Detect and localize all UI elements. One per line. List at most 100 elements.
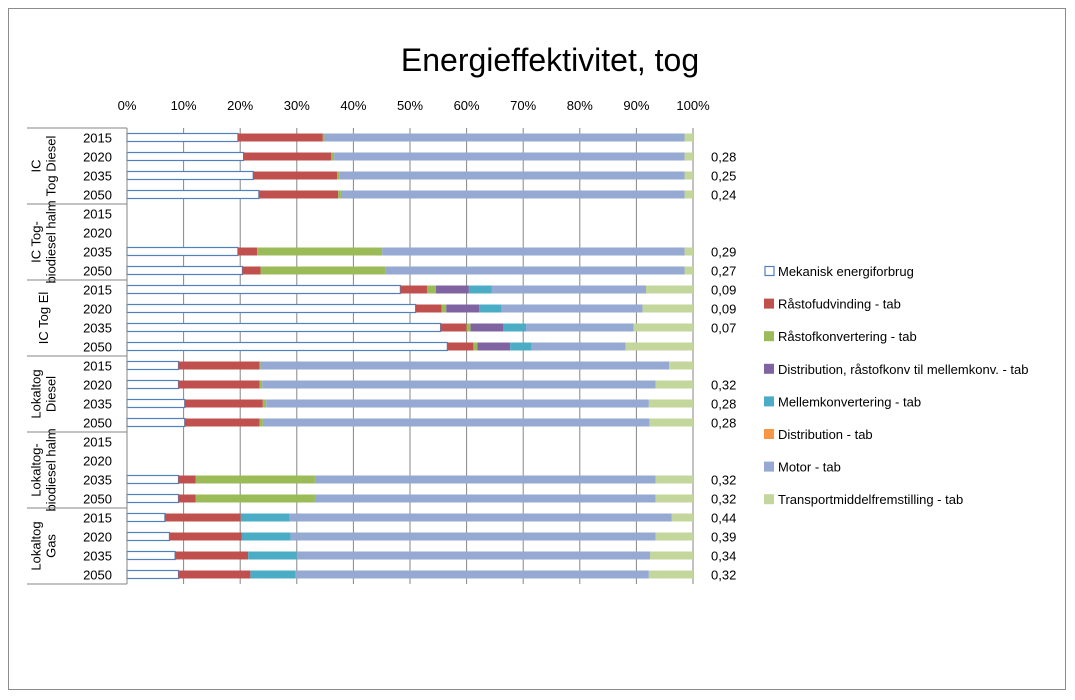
bar-segment bbox=[415, 304, 442, 313]
year-label: 2015 bbox=[83, 283, 112, 298]
bar-segment bbox=[655, 532, 693, 541]
bar-segment bbox=[259, 361, 261, 370]
year-label: 2050 bbox=[83, 416, 112, 431]
bar-segment bbox=[655, 380, 693, 389]
bar-segment bbox=[684, 266, 693, 275]
bar-segment bbox=[241, 532, 291, 541]
bar-segment bbox=[169, 532, 242, 541]
category-axis: ICTog Diesel 2015 2020 2035 2050 IC Tog-biodi… bbox=[27, 127, 128, 585]
bar-segment bbox=[510, 342, 532, 351]
bar-segment bbox=[646, 285, 693, 294]
year-label: 2050 bbox=[83, 568, 112, 583]
x-tick-label: 30% bbox=[284, 98, 310, 113]
value-label: 0,28 bbox=[711, 397, 736, 412]
value-label: 0,34 bbox=[711, 549, 736, 564]
bar-segment bbox=[248, 551, 297, 560]
bar-segment bbox=[243, 152, 332, 161]
value-label: 0,09 bbox=[711, 283, 736, 298]
bar-segment bbox=[296, 551, 650, 560]
bar-segment bbox=[655, 494, 693, 503]
bar-segment bbox=[473, 342, 478, 351]
bar-segment bbox=[441, 304, 447, 313]
bar-segment bbox=[479, 304, 502, 313]
x-tick-label: 0% bbox=[118, 98, 137, 113]
year-label: 2015 bbox=[83, 511, 112, 526]
bars bbox=[126, 132, 693, 580]
bar-segment bbox=[126, 360, 180, 371]
legend-swatch bbox=[764, 265, 775, 277]
year-label: 2015 bbox=[83, 207, 112, 222]
x-tick-label: 20% bbox=[227, 98, 253, 113]
bar-segment bbox=[126, 493, 180, 504]
group-label: LokaltogDiesel bbox=[29, 369, 59, 418]
year-label: 2035 bbox=[83, 473, 112, 488]
bar-segment bbox=[669, 361, 693, 370]
x-tick-labels: 0% 10% 20% 30% 40% 50% 60% 70% 80% 90% 100% bbox=[118, 98, 710, 113]
year-label: 2015 bbox=[83, 435, 112, 450]
legend-swatch bbox=[764, 429, 774, 439]
bar-segment bbox=[468, 285, 492, 294]
bar-segment bbox=[184, 399, 263, 408]
bar-segment bbox=[648, 570, 693, 579]
group-label: IC Tog El bbox=[36, 292, 51, 345]
bar-segment bbox=[126, 474, 180, 485]
value-label: 0,28 bbox=[711, 150, 736, 165]
legend-label: Motor - tab bbox=[778, 460, 841, 475]
legend-swatch bbox=[764, 298, 774, 309]
bar-segment bbox=[503, 323, 527, 332]
bar-segment bbox=[295, 570, 649, 579]
bar-segment bbox=[260, 266, 386, 275]
bar-segment bbox=[262, 380, 656, 389]
bar-segment bbox=[440, 323, 467, 332]
value-labels: 0,28 0,25 0,24 0,29 0,27 0,09 0,09 0,07 0,32 0,28… bbox=[711, 150, 736, 583]
value-label: 0,07 bbox=[711, 321, 736, 336]
group-label: ICTog Diesel bbox=[29, 136, 59, 197]
bar-segment bbox=[257, 247, 383, 256]
x-tick-label: 80% bbox=[567, 98, 593, 113]
bar-segment bbox=[531, 342, 626, 351]
value-label: 0,39 bbox=[711, 530, 736, 545]
value-label: 0,27 bbox=[711, 264, 736, 279]
bar-segment bbox=[400, 285, 427, 294]
value-label: 0,32 bbox=[711, 492, 736, 507]
bar-segment bbox=[262, 418, 650, 427]
year-label: 2035 bbox=[83, 245, 112, 260]
bar-segment bbox=[477, 342, 511, 351]
year-label: 2050 bbox=[83, 264, 112, 279]
legend-label: Distribution - tab bbox=[778, 427, 873, 442]
bar-segment bbox=[126, 322, 442, 333]
bar-segment bbox=[289, 513, 672, 522]
bar-segment bbox=[331, 152, 335, 161]
bar-segment bbox=[625, 342, 693, 351]
year-label: 2020 bbox=[83, 454, 112, 469]
value-label: 0,09 bbox=[711, 302, 736, 317]
year-label: 2050 bbox=[83, 188, 112, 203]
value-label: 0,32 bbox=[711, 378, 736, 393]
bar-segment bbox=[684, 190, 693, 199]
bar-segment bbox=[336, 171, 340, 180]
bar-segment bbox=[382, 247, 685, 256]
bar-segment bbox=[195, 475, 315, 484]
x-tick-label: 10% bbox=[171, 98, 197, 113]
bar-segment bbox=[126, 170, 254, 181]
value-label: 0,32 bbox=[711, 568, 736, 583]
bar-segment bbox=[684, 171, 693, 180]
bar-segment bbox=[290, 532, 656, 541]
bar-segment bbox=[126, 151, 245, 162]
bar-segment bbox=[339, 171, 685, 180]
bar-segment bbox=[436, 285, 469, 294]
year-label: 2015 bbox=[83, 131, 112, 146]
bar-segment bbox=[266, 399, 649, 408]
bar-segment bbox=[491, 285, 647, 294]
bar-segment bbox=[684, 247, 693, 256]
bar-segment bbox=[324, 133, 685, 142]
legend-swatch bbox=[764, 396, 774, 407]
bar-segment bbox=[164, 513, 241, 522]
bar-segment bbox=[648, 399, 693, 408]
legend-label: Mellemkonvertering - tab bbox=[778, 394, 921, 409]
year-label: 2035 bbox=[83, 321, 112, 336]
x-tick-label: 60% bbox=[454, 98, 480, 113]
legend: Mekanisk energiforbrug Råstofudvinding - … bbox=[764, 264, 1028, 507]
year-label: 2020 bbox=[83, 150, 112, 165]
